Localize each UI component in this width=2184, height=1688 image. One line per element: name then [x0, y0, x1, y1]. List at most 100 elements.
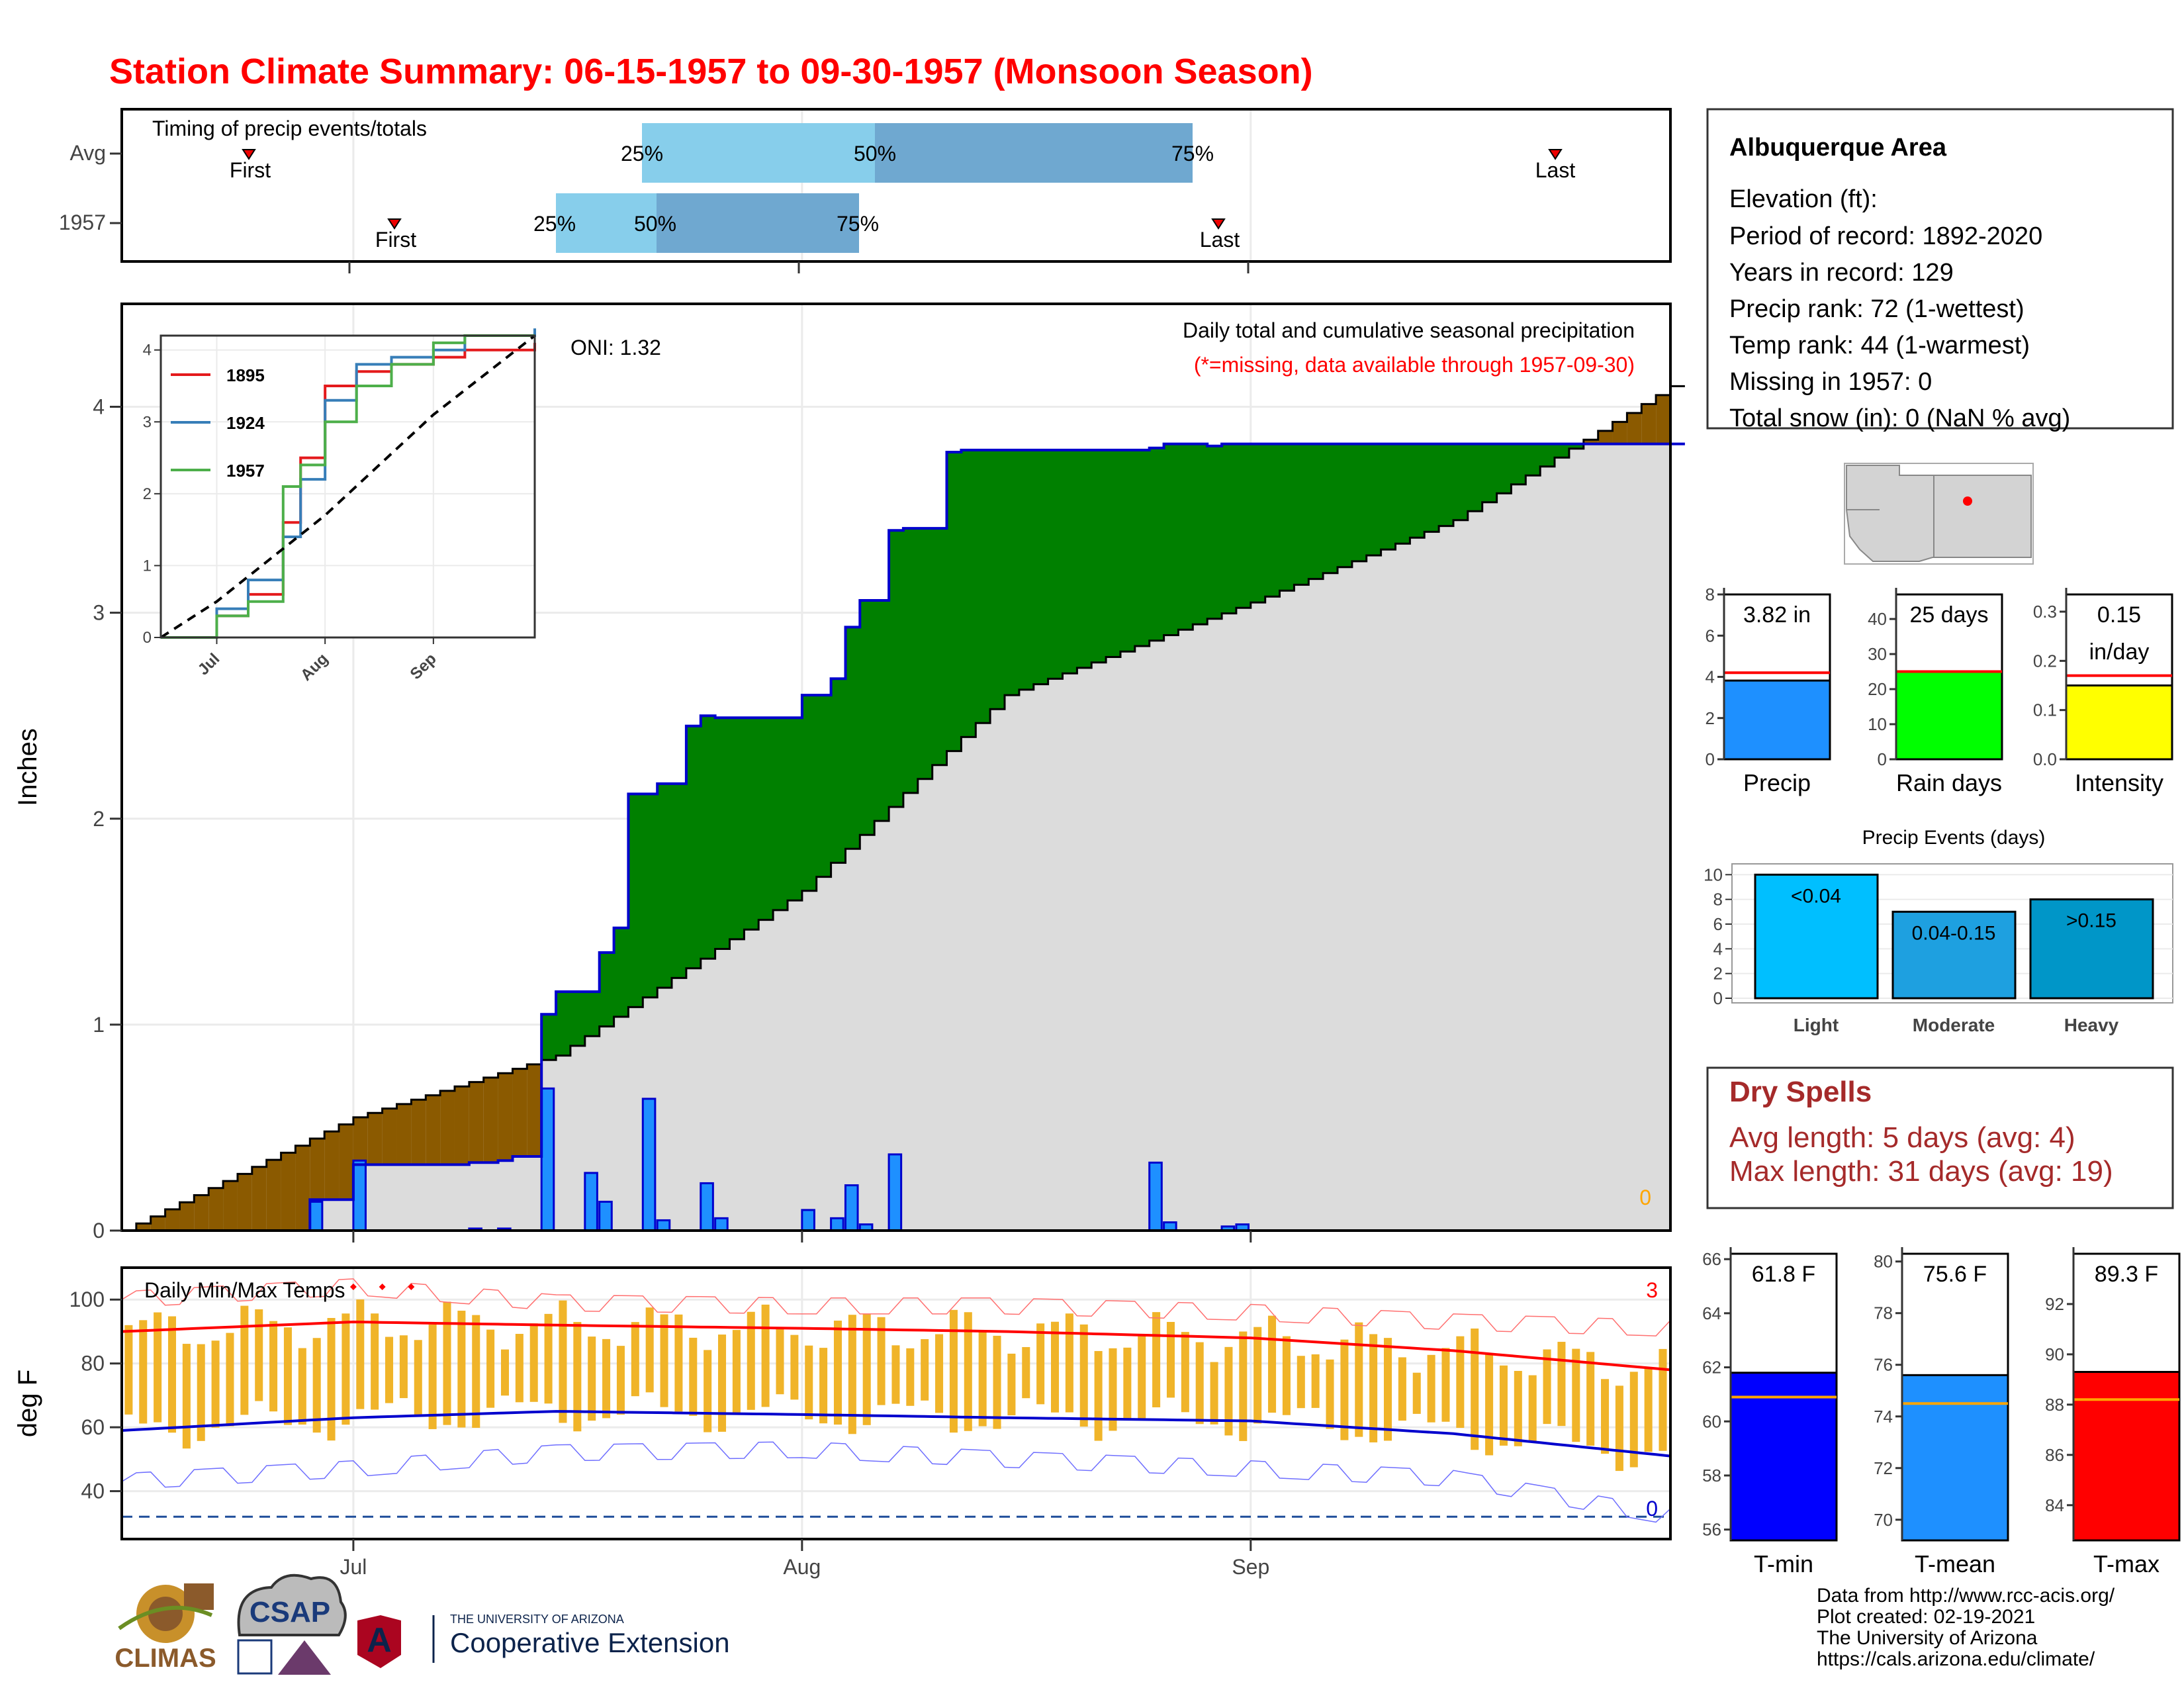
daily-temp-bar	[428, 1324, 437, 1429]
surplus-area	[917, 528, 933, 779]
deficit-area	[237, 1174, 253, 1231]
deficit-area	[1656, 395, 1671, 444]
deficit-area	[281, 1152, 296, 1231]
daily-temp-bar	[602, 1338, 611, 1419]
climatology-area	[715, 949, 731, 1231]
summary-y-tick-label: 6	[1706, 626, 1715, 645]
daily-temp-bar	[1166, 1321, 1175, 1398]
daily-temp-bar	[443, 1301, 451, 1425]
summary-y-tick-label: 0.1	[2033, 700, 2057, 720]
daily-temp-bar	[1543, 1349, 1551, 1425]
daily-temp-bar	[154, 1312, 162, 1423]
summary-y-tick-label: 72	[1874, 1458, 1893, 1478]
climatology-area	[672, 978, 687, 1231]
daily-temp-bar	[790, 1335, 799, 1400]
surplus-area	[1555, 444, 1570, 458]
y-tick-label: 100	[69, 1288, 105, 1311]
climatology-area	[1627, 412, 1642, 1231]
footer: Data from http://www.rcc-acis.org/ Plot …	[114, 1573, 2115, 1675]
daily-temp-bar	[472, 1315, 480, 1428]
surplus-area	[1077, 449, 1092, 668]
surplus-area	[556, 992, 571, 1056]
climatology-area	[744, 929, 759, 1231]
climatology-area	[700, 959, 716, 1231]
climatology-area	[874, 821, 889, 1231]
climatology-area	[1467, 511, 1483, 1231]
info-line: Years in record: 129	[1729, 259, 1954, 287]
events-title: Precip Events (days)	[1862, 827, 2046, 849]
info-line: Total snow (in): 0 (NaN % avg)	[1729, 404, 2070, 432]
events-y-tick-label: 10	[1704, 865, 1723, 884]
surplus-area	[1163, 444, 1179, 635]
surplus-area	[1019, 449, 1034, 690]
surplus-area	[614, 927, 629, 1017]
y-tick-label: 2	[93, 807, 105, 831]
climatology-area	[1265, 596, 1281, 1231]
legend-1957-label: 1957	[226, 461, 265, 481]
legend-1924-label: 1924	[226, 413, 265, 433]
avg-25-50-bar	[642, 123, 875, 183]
daily-temp-bar	[1195, 1342, 1204, 1425]
daily-temp-bar	[1268, 1315, 1277, 1413]
legend-1895-label: 1895	[226, 365, 265, 385]
avg-first-label: First	[230, 158, 271, 182]
daily-temp-bar	[500, 1349, 509, 1396]
deficit-area	[310, 1138, 325, 1200]
surplus-area	[758, 718, 774, 920]
observed-cumulative-line	[122, 442, 1685, 1232]
record-max-line	[121, 1278, 1671, 1336]
average-cumulative-line	[122, 385, 1685, 1232]
daily-temp-bar	[327, 1318, 336, 1441]
surplus-area	[903, 528, 919, 793]
climatology-area	[1163, 635, 1179, 1231]
climatology-area	[816, 876, 832, 1231]
ua-logo-big-text: Cooperative Extension	[450, 1627, 730, 1658]
climatology-area	[1395, 543, 1410, 1231]
summary-y-tick-label: 84	[2045, 1495, 2064, 1515]
daily-temp-bar	[993, 1335, 1001, 1429]
climatology-area	[845, 849, 860, 1231]
inset-y-tick-label: 0	[143, 629, 152, 647]
surplus-area	[990, 449, 1005, 710]
climatology-area	[1598, 430, 1614, 1231]
daily-temp-bar	[1586, 1352, 1595, 1446]
surplus-area	[773, 718, 788, 910]
climatology-area	[1656, 395, 1671, 1231]
y-tick-label: 40	[81, 1479, 105, 1503]
climatology-area	[1149, 640, 1165, 1231]
daily-precip-bar	[598, 1200, 613, 1232]
record-high-marker	[408, 1283, 415, 1290]
y-tick-label: 80	[81, 1352, 105, 1376]
daily-temp-bar	[833, 1321, 842, 1425]
deficit-area	[266, 1160, 282, 1231]
climatology-area	[1381, 549, 1396, 1231]
climatology-area	[1120, 651, 1136, 1231]
info-line: Precip rank: 72 (1-wettest)	[1729, 295, 2025, 323]
climatology-area	[570, 1045, 586, 1231]
summary-value-bar	[1723, 679, 1831, 761]
daily-temp-bar	[399, 1335, 408, 1399]
daily-precip-bar	[830, 1217, 844, 1232]
daily-temp-bar	[1210, 1362, 1218, 1425]
surplus-area	[1250, 444, 1266, 603]
surplus-area	[1525, 444, 1541, 476]
daily-temp-bar	[1601, 1379, 1610, 1454]
surplus-area	[1178, 444, 1193, 630]
daily-precip-bar	[887, 1153, 903, 1232]
surplus-area	[599, 953, 615, 1027]
deficit-area	[324, 1131, 340, 1200]
surplus-area	[1323, 444, 1338, 573]
daily-temp-bar	[559, 1300, 567, 1423]
daily-temp-bar	[1441, 1348, 1450, 1422]
avg-p75-label: 75%	[1171, 142, 1214, 165]
deficit-area	[223, 1181, 238, 1231]
climatology-area	[831, 863, 846, 1231]
summary-bars: 0 2 4 6 8 3.82 in Precip 0 10 20 30 40 25 days Rain d…	[1706, 585, 2173, 796]
timing-row-avg: Avg	[69, 141, 106, 165]
climatology-area	[1077, 667, 1092, 1231]
deficit-area	[469, 1082, 484, 1163]
timing-row-1957: 1957	[59, 211, 106, 234]
daily-temp-bar	[1152, 1312, 1161, 1407]
surplus-area	[1207, 445, 1222, 619]
